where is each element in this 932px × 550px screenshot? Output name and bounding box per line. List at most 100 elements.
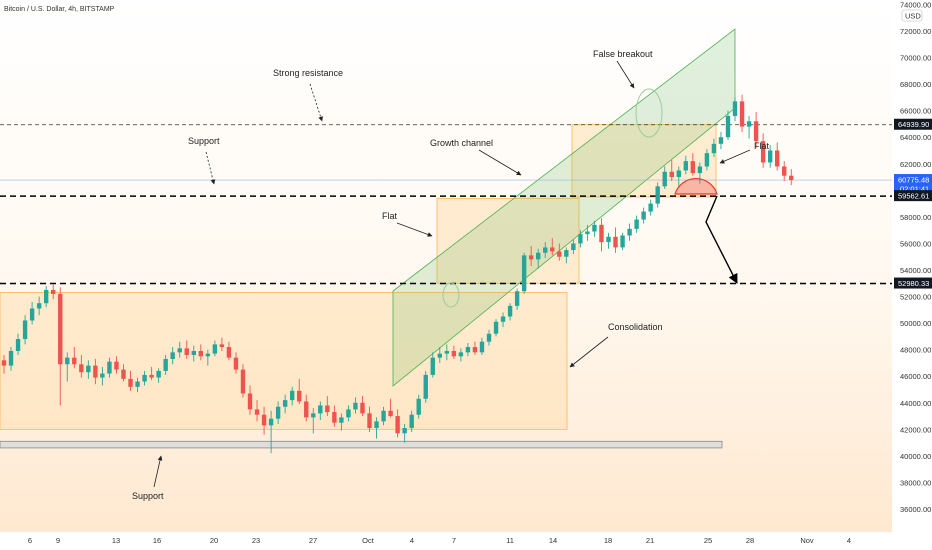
candle [247,385,253,415]
x-tick-label: 20 [210,536,218,545]
support-bottom-pointer [153,455,163,488]
x-axis: 6 9 13 16 20 23 27 Oct 4 7 11 14 18 21 25 28 Nov 4 [28,536,851,545]
candle [346,405,351,422]
candle [690,153,696,176]
breakout-circle-low [442,282,460,308]
y-tick-label: 68000.00 [900,80,931,89]
candle [15,333,21,355]
candle [170,347,175,365]
candle [564,247,569,264]
candle [725,110,731,140]
candle [339,413,344,431]
candle [282,394,288,414]
candle [782,161,787,182]
candle [416,394,421,419]
support-top-pointer [205,151,216,185]
candle [311,408,316,434]
y-axis: 36000.00 38000.00 40000.00 42000.00 44000.00… [900,0,931,514]
candle [163,354,168,375]
candle [493,319,499,337]
y-tick-label: 42000.00 [900,425,931,434]
x-tick-label: 6 [28,536,32,545]
price-tag-3: 59562.61 [894,190,932,202]
candle [458,348,464,362]
x-tick-label: 28 [746,536,754,545]
candle [121,364,126,382]
candle [289,386,295,406]
candle [367,406,372,432]
y-tick-label: 44000.00 [900,399,931,408]
price-tag-1: 64939.90 [894,118,932,130]
price-tag-4: 52980.33 [894,277,932,289]
growth-channel-label: Growth channel [430,138,493,148]
candle [374,417,379,439]
candle [184,340,189,359]
candle [437,347,442,363]
candle [409,410,414,432]
support-top-label: Support [188,136,220,146]
x-tick-label: 9 [56,536,60,545]
x-tick-label: 27 [309,536,317,545]
candle [388,398,393,418]
candle [704,149,710,171]
candle [507,303,513,321]
candle [486,329,492,346]
candles-layer [1,94,794,454]
price-tag-value: 52980.33 [898,279,929,288]
x-tick-label: 25 [704,536,712,545]
candle [423,370,428,403]
candle [514,288,520,310]
candle [683,155,689,175]
false-breakout-label: False breakout [593,49,653,59]
candle [156,368,161,383]
candle [254,400,260,422]
y-tick-label: 70000.00 [900,54,931,63]
candle [43,285,49,308]
candle [353,397,358,414]
y-tick-label: 74000.00 [900,0,931,9]
x-tick-label: 4 [847,536,851,545]
y-tick-label: 58000.00 [900,213,931,222]
candle [233,352,239,374]
candle [79,354,84,378]
candle [36,296,42,316]
growth-channel-pointer [478,149,522,176]
x-tick-label: 18 [604,536,612,545]
candle [240,364,246,398]
candle [360,396,365,417]
candle [648,199,653,216]
consolidation-pointer [569,336,609,368]
candle [613,227,618,253]
candle [93,358,98,385]
candle [521,252,527,294]
projection-arrow [705,195,738,284]
symbol-title: Bitcoin / U.S. Dollar, 4h, BITSTAMP [4,6,115,13]
candle [543,242,548,259]
candle [100,366,105,386]
x-tick-label: 14 [549,536,557,545]
candle [528,246,534,267]
x-tick-label: 13 [112,536,120,545]
support-bottom-label: Support [132,491,164,501]
candle [332,405,337,427]
candle [571,239,576,255]
candle [381,406,386,426]
currency-label: USD [905,12,921,21]
candle [22,315,28,345]
candle [585,224,590,241]
candle [578,230,583,248]
candle [669,159,674,182]
price-tag-countdown: 02:01:41 [900,185,929,194]
candle [58,287,63,406]
candle [627,223,632,241]
candle [479,337,485,355]
candle [774,142,780,171]
candle [226,341,232,361]
candle [275,401,281,425]
x-tick-label: 16 [153,536,161,545]
candle [634,215,639,233]
candle [753,111,759,148]
currency-badge[interactable]: USD [901,9,923,22]
x-tick-label: Oct [362,536,375,545]
